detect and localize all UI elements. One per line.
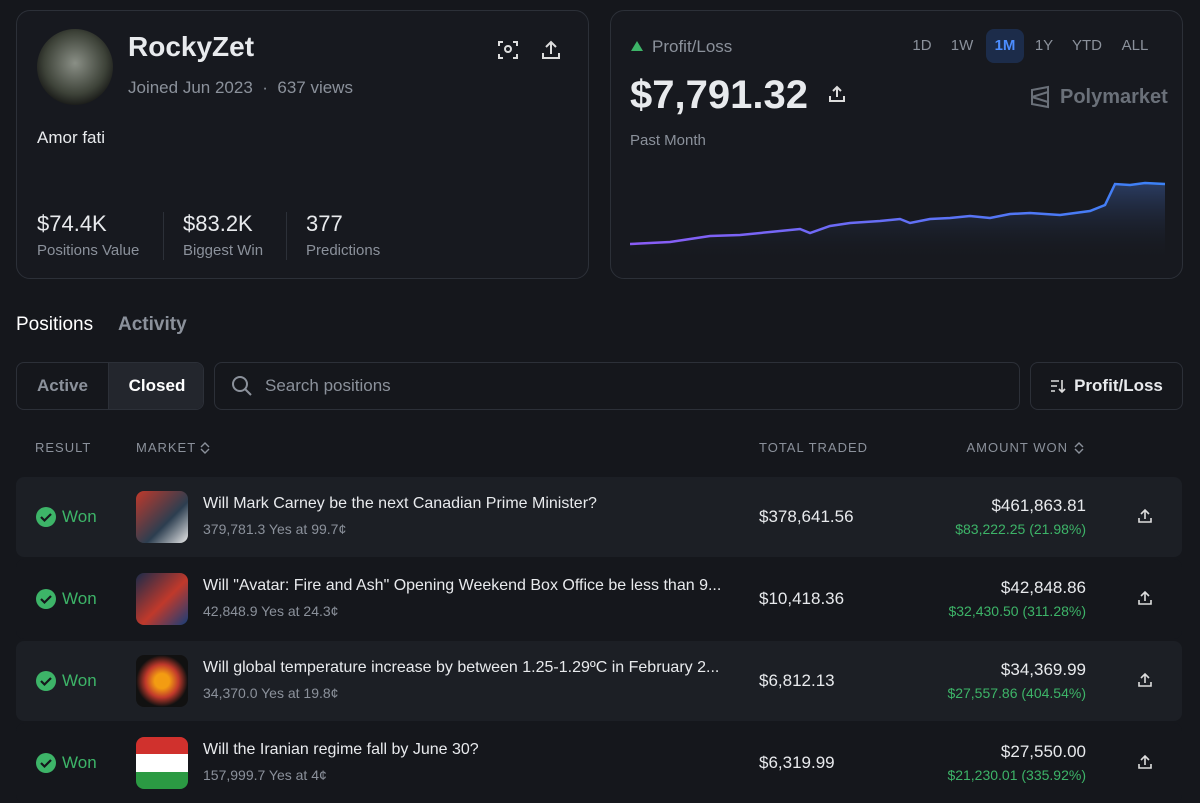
market-detail: 157,999.7 Yes at 4¢ (203, 767, 327, 783)
total-traded: $6,319.99 (759, 753, 835, 772)
market-image (136, 491, 188, 543)
meta: Joined Jun 2023 · 637 views (128, 78, 353, 98)
scan-icon[interactable] (497, 39, 519, 61)
market-title[interactable]: Will Mark Carney be the next Canadian Pr… (203, 495, 597, 512)
range-button[interactable]: 1W (950, 37, 974, 54)
market-image (136, 573, 188, 625)
divider (286, 212, 287, 260)
market-detail: 379,781.3 Yes at 99.7¢ (203, 521, 347, 537)
pnl-card: Profit/Loss 1D 1W 1M 1Y YTD ALL $7,791.32 Pol… (610, 10, 1183, 279)
profile-card: RockyZet Joined Jun 2023 · 637 views Amo… (16, 10, 589, 279)
column-header[interactable]: MARKET (136, 440, 197, 455)
stat-label: Biggest Win (183, 242, 264, 259)
position-row[interactable]: Won Will global temperature increase by b… (16, 641, 1182, 721)
market-image (136, 655, 188, 707)
sort-label: Profit/Loss (1074, 376, 1163, 395)
result: Won (62, 753, 97, 772)
search-icon (232, 376, 252, 396)
amount-won: $34,369.99 (1000, 660, 1086, 679)
range-button[interactable]: ALL (1121, 37, 1149, 54)
tab[interactable]: Activity (118, 314, 187, 335)
total-traded: $6,812.13 (759, 671, 835, 690)
market-title[interactable]: Will the Iranian regime fall by June 30? (203, 741, 479, 758)
search-placeholder: Search positions (265, 376, 391, 395)
position-row[interactable]: Won Will "Avatar: Fire and Ash" Opening W… (16, 559, 1182, 639)
divider (163, 212, 164, 260)
avatar (37, 29, 113, 105)
pnl-label: Profit/Loss (652, 37, 733, 56)
share-icon[interactable] (827, 84, 847, 104)
stat-value: 377 (306, 211, 343, 236)
filter-button[interactable]: Active (36, 376, 89, 395)
column-header: TOTAL TRADED (759, 440, 869, 455)
won-icon (36, 671, 56, 691)
tab[interactable]: Positions (16, 314, 94, 335)
profit: $32,430.50 (311.28%) (948, 603, 1086, 619)
stat-value: $74.4K (37, 211, 107, 236)
joined: Joined Jun 2023 (128, 78, 253, 97)
amount-won: $42,848.86 (1000, 578, 1086, 597)
range-button[interactable]: 1M (986, 29, 1024, 63)
range-button[interactable]: 1Y (1034, 37, 1054, 54)
brand-logo (1031, 85, 1049, 109)
position-row[interactable]: Won Will the Iranian regime fall by June … (16, 723, 1182, 803)
profit: $27,557.86 (404.54%) (947, 685, 1086, 701)
market-title[interactable]: Will "Avatar: Fire and Ash" Opening Week… (203, 577, 722, 594)
sort-icon (1051, 380, 1066, 394)
period: Past Month (630, 132, 706, 149)
share-icon[interactable] (540, 39, 562, 61)
filter-group: Active Closed (16, 362, 204, 410)
profit: $21,230.01 (335.92%) (947, 767, 1086, 783)
search-box[interactable]: Search positions (214, 362, 1020, 410)
stat-label: Positions Value (37, 242, 140, 259)
range-button[interactable]: YTD (1072, 37, 1102, 54)
pnl-value: $7,791.32 (630, 73, 808, 117)
result: Won (62, 589, 97, 608)
amount-won: $27,550.00 (1000, 742, 1086, 761)
column-header[interactable]: AMOUNT WON (966, 440, 1068, 455)
won-icon (36, 507, 56, 527)
share-icon[interactable] (1137, 672, 1153, 688)
total-traded: $378,641.56 (759, 507, 854, 526)
result: Won (62, 671, 97, 690)
sort-caret (1074, 442, 1084, 454)
stat-label: Predictions (306, 242, 381, 259)
pnl-chart (630, 181, 1165, 261)
won-icon (36, 589, 56, 609)
separator: · (262, 78, 268, 97)
share-icon[interactable] (1137, 508, 1153, 524)
position-row[interactable]: Won Will Mark Carney be the next Canadian… (16, 477, 1182, 557)
market-image (136, 737, 188, 789)
sort-button[interactable]: Profit/Loss (1030, 362, 1183, 410)
filter-button[interactable]: Closed (108, 363, 203, 409)
views: 637 views (277, 78, 353, 97)
username: RockyZet (128, 31, 255, 62)
share-icon[interactable] (1137, 754, 1153, 770)
total-traded: $10,418.36 (759, 589, 845, 608)
column-header: RESULT (35, 440, 92, 455)
bio: Amor fati (37, 128, 106, 147)
brand: Polymarket (1060, 86, 1168, 108)
market-detail: 42,848.9 Yes at 24.3¢ (203, 603, 339, 619)
up-icon (631, 41, 643, 51)
won-icon (36, 753, 56, 773)
market-title[interactable]: Will global temperature increase by betw… (203, 659, 720, 676)
stat-value: $83.2K (183, 211, 253, 236)
market-detail: 34,370.0 Yes at 19.8¢ (203, 685, 339, 701)
share-icon[interactable] (1137, 590, 1153, 606)
profit: $83,222.25 (21.98%) (955, 521, 1086, 537)
amount-won: $461,863.81 (991, 496, 1086, 515)
result: Won (62, 507, 97, 526)
range-button[interactable]: 1D (912, 37, 932, 54)
sort-caret (200, 442, 210, 454)
